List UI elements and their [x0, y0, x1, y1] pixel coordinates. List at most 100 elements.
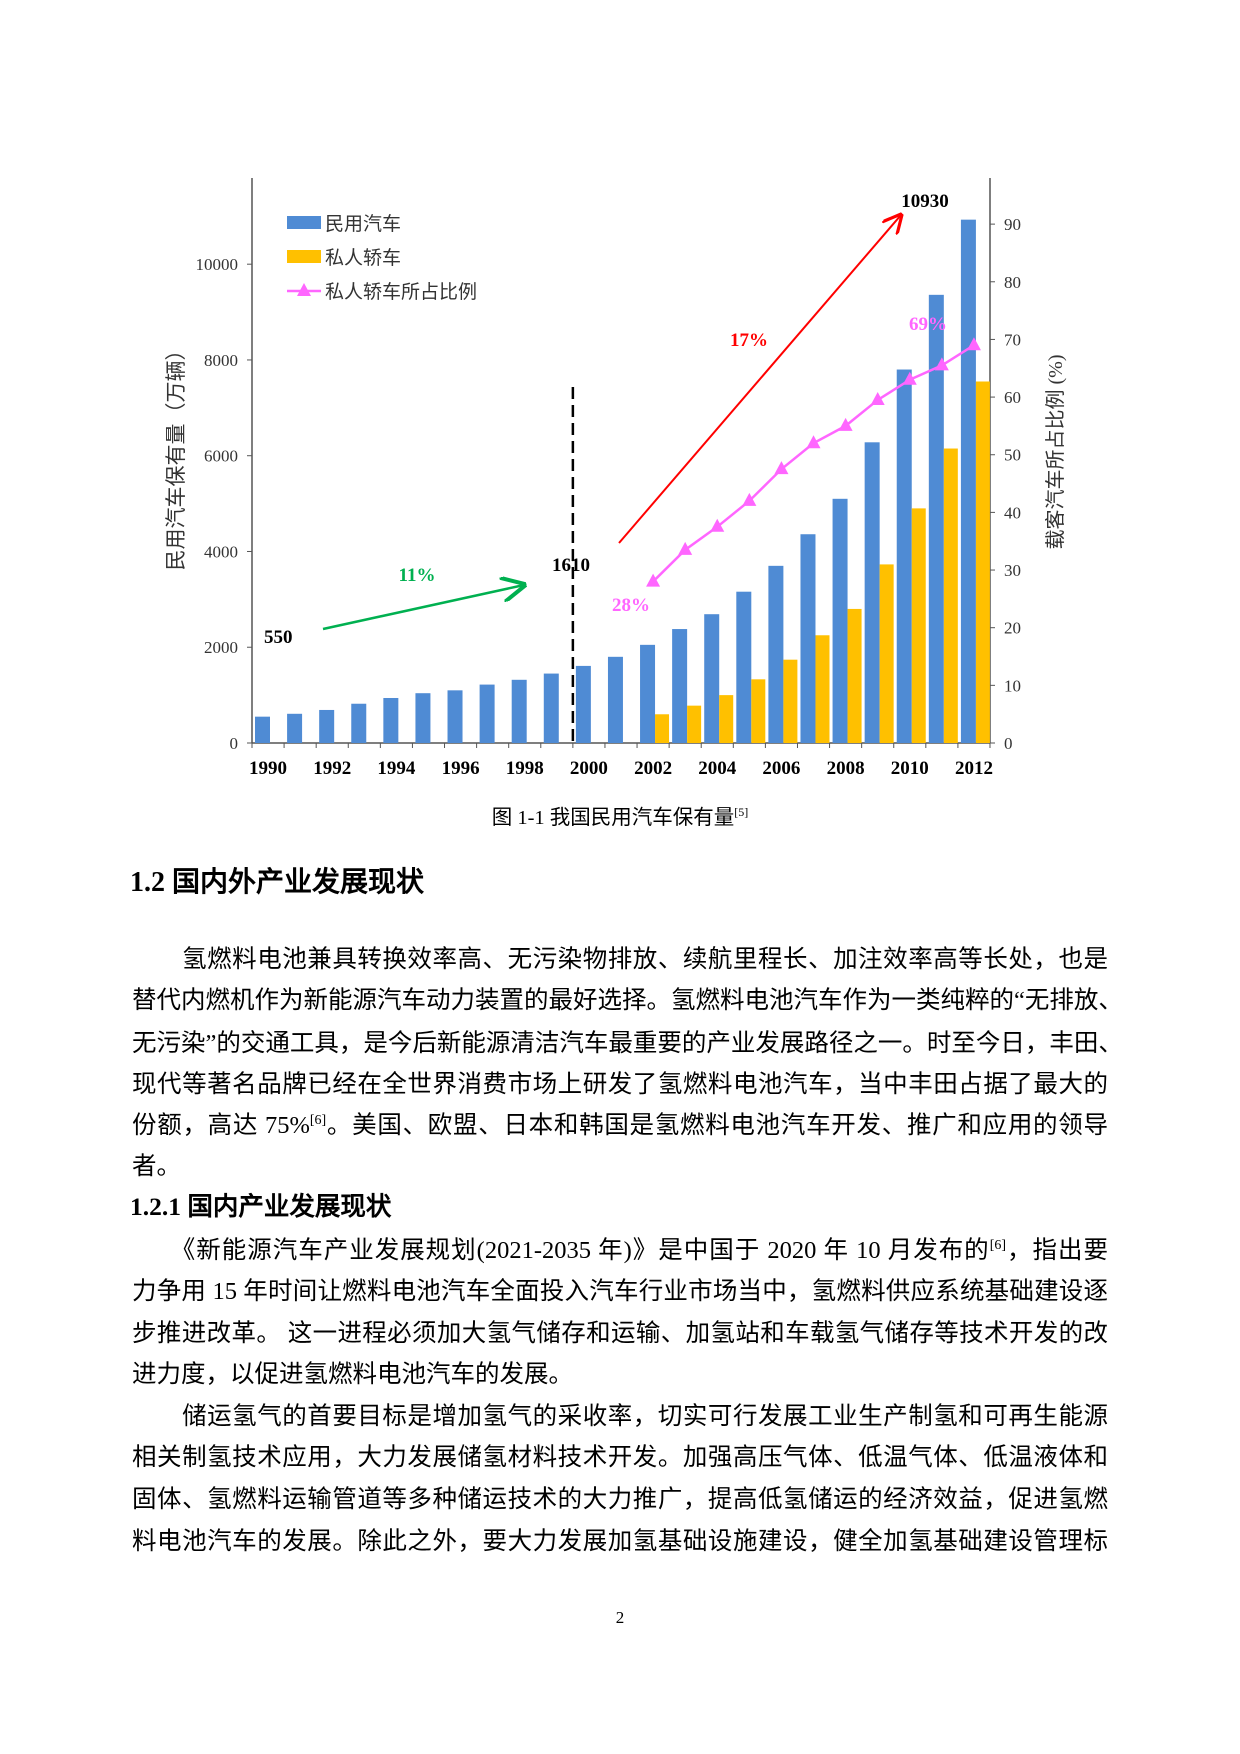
- citation: [6]: [989, 1238, 1007, 1253]
- ratio-start-label: 28%: [612, 595, 650, 616]
- legend-marker-ratio: [297, 283, 311, 296]
- end-value-label: 10930: [901, 191, 949, 212]
- text-run: 相关制氢技术应用，大力发展储氢材料技术开发。加强高压气体、低温气体、低温液体和: [132, 1444, 1108, 1471]
- section-heading: 1.2 国内外产业发展现状: [130, 867, 425, 898]
- bar-2010-civil: [896, 369, 912, 743]
- caption-ref: [5]: [734, 805, 749, 819]
- ratio-point: [774, 461, 789, 475]
- x-tick-label: 2004: [698, 758, 737, 779]
- x-tick-label: 2008: [827, 758, 865, 779]
- page-number: 2: [615, 1608, 625, 1627]
- x-tick-label: 2000: [570, 758, 608, 779]
- bar-2007-civil: [800, 534, 816, 743]
- text-run: 现代等著名品牌已经在全世界消费市场上研发了氢燃料电池汽车，当中丰田占据了最大的: [132, 1071, 1108, 1098]
- y2-tick-label: 0: [1004, 734, 1013, 753]
- bar-2005-civil: [736, 591, 752, 743]
- growth-late-label: 17%: [730, 330, 768, 351]
- y2-tick-label: 70: [1004, 330, 1021, 349]
- text-run: 氢燃料电池兼具转换效率高、无污染物排放、续航里程长、加注效率高等长处，也是: [132, 946, 1108, 973]
- text-line: 无污染”的交通工具，是今后新能源清洁汽车最重要的产业发展路径之一。时至今日，丰田…: [132, 1029, 1123, 1059]
- legend-label: 私人轿车所占比例: [325, 281, 477, 303]
- bar-2006-civil: [768, 565, 784, 743]
- ratio-point: [966, 337, 981, 351]
- text-line: 料电池汽车的发展。除此之外，要大力发展加氢基础设施建设，健全加氢基础建设管理标: [132, 1527, 1108, 1557]
- ratio-point: [902, 371, 917, 385]
- text-line: 固体、氢燃料运输管道等多种储运技术的大力推广，提高低氢储运的经济效益，促进氢燃: [132, 1485, 1108, 1515]
- y2-tick-label: 30: [1004, 561, 1021, 580]
- text-line: 者。: [132, 1152, 1108, 1182]
- subsection-heading: 1.2.1 国内产业发展现状: [130, 1192, 392, 1221]
- bar-2012-private: [975, 381, 990, 743]
- y2-tick-label: 90: [1004, 215, 1021, 234]
- text-run: 。美国、欧盟、日本和韩国是氢燃料电池汽车开发、推广和应用的领导: [326, 1112, 1108, 1139]
- legend-label: 民用汽车: [325, 213, 401, 235]
- bar-1997-civil: [479, 684, 495, 743]
- ratio-point: [742, 492, 757, 506]
- bar-2011-private: [943, 448, 958, 743]
- y2-tick-label: 60: [1004, 388, 1021, 407]
- x-tick-label: 2010: [891, 758, 929, 779]
- x-tick-label: 1990: [249, 758, 287, 779]
- ratio-point: [838, 417, 853, 431]
- bar-1996-civil: [447, 690, 463, 743]
- y-tick-label: 0: [230, 734, 239, 753]
- x-tick-label: 1994: [377, 758, 416, 779]
- bar-2003-private: [687, 705, 702, 743]
- y-tick-label: 4000: [204, 542, 238, 561]
- x-tick-label: 2006: [762, 758, 800, 779]
- ratio-point: [678, 541, 693, 555]
- x-tick-label: 2012: [955, 758, 993, 779]
- bar-2004-private: [719, 695, 734, 743]
- y-axis-title: 民用汽车保有量（万辆）: [164, 340, 188, 571]
- ratio-point: [646, 573, 661, 587]
- ratio-point: [806, 435, 821, 449]
- bar-2004-civil: [704, 614, 720, 743]
- bar-1994-civil: [383, 697, 399, 743]
- bar-2008-civil: [832, 498, 848, 743]
- caption-text: 图 1-1 我国民用汽车保有量: [491, 807, 735, 829]
- bar-2012-civil: [960, 219, 976, 743]
- text-run: 进力度，以促进氢燃料电池汽车的发展。: [132, 1361, 573, 1388]
- y2-axis-title: 载客汽车所占比例 (%): [1044, 355, 1067, 550]
- y2-tick-label: 10: [1004, 676, 1021, 695]
- y2-tick-label: 50: [1004, 446, 1021, 465]
- y-tick-label: 6000: [204, 447, 238, 466]
- x-tick-label: 1998: [506, 758, 544, 779]
- bar-2005-private: [751, 679, 766, 743]
- text-run: 无污染”的交通工具，是今后新能源清洁汽车最重要的产业发展路径之一。时至今日，丰田…: [132, 1030, 1123, 1057]
- bar-2010-private: [911, 508, 926, 743]
- text-line: 相关制氢技术应用，大力发展储氢材料技术开发。加强高压气体、低温气体、低温液体和: [132, 1443, 1108, 1473]
- bar-1991-civil: [287, 713, 303, 743]
- bar-1993-civil: [351, 703, 367, 743]
- text-run: 步推进改革。 这一进程必须加大氢气储存和运输、加氢站和车载氢气储存等技术开发的改: [132, 1320, 1108, 1347]
- y2-tick-label: 40: [1004, 503, 1021, 522]
- text-run: 份额，高达 75%: [132, 1112, 310, 1139]
- growth-early-label: 11%: [399, 565, 436, 586]
- y2-tick-label: 80: [1004, 273, 1021, 292]
- text-run: ，指出要: [1006, 1237, 1108, 1264]
- x-tick-label: 1992: [313, 758, 351, 779]
- bar-2006-private: [783, 659, 798, 743]
- vehicle-ownership-chart: 0 2000 4000 6000 8000 10000 0 10 20 30 40 50 60 70 80 9…: [164, 178, 1067, 779]
- text-run: 力争用 15 年时间让燃料电池汽车全面投入汽车行业市场当中，氢燃料供应系统基础建…: [132, 1278, 1108, 1305]
- bar-2007-private: [815, 635, 830, 743]
- bar-2002-civil: [640, 644, 656, 743]
- start-value-label: 550: [264, 627, 293, 648]
- bar-2008-private: [847, 608, 862, 743]
- text-line: 《新能源汽车产业发展规划(2021-2035 年)》是中国于 2020 年 10…: [132, 1236, 1108, 1266]
- text-run: 储运氢气的首要目标是增加氢气的采收率，切实可行发展工业生产制氢和可再生能源: [132, 1403, 1108, 1430]
- legend-swatch-civil: [287, 216, 321, 229]
- growth-arrow-early: [322, 585, 524, 631]
- y-tick-label: 10000: [196, 255, 239, 274]
- bar-2009-private: [879, 564, 894, 743]
- text-run: 固体、氢燃料运输管道等多种储运技术的大力推广，提高低氢储运的经济效益，促进氢燃: [132, 1486, 1108, 1513]
- bar-2003-civil: [672, 629, 688, 743]
- text-run: 者。: [132, 1153, 181, 1180]
- ratio-end-label: 69%: [909, 314, 947, 335]
- growth-arrow-late: [618, 215, 901, 544]
- bar-2002-private: [655, 714, 670, 743]
- y-tick-label: 8000: [204, 351, 238, 370]
- text-run: 料电池汽车的发展。除此之外，要大力发展加氢基础设施建设，健全加氢基础建设管理标: [132, 1528, 1108, 1555]
- text-line: 现代等著名品牌已经在全世界消费市场上研发了氢燃料电池汽车，当中丰田占据了最大的: [132, 1070, 1108, 1100]
- bar-1992-civil: [319, 709, 335, 743]
